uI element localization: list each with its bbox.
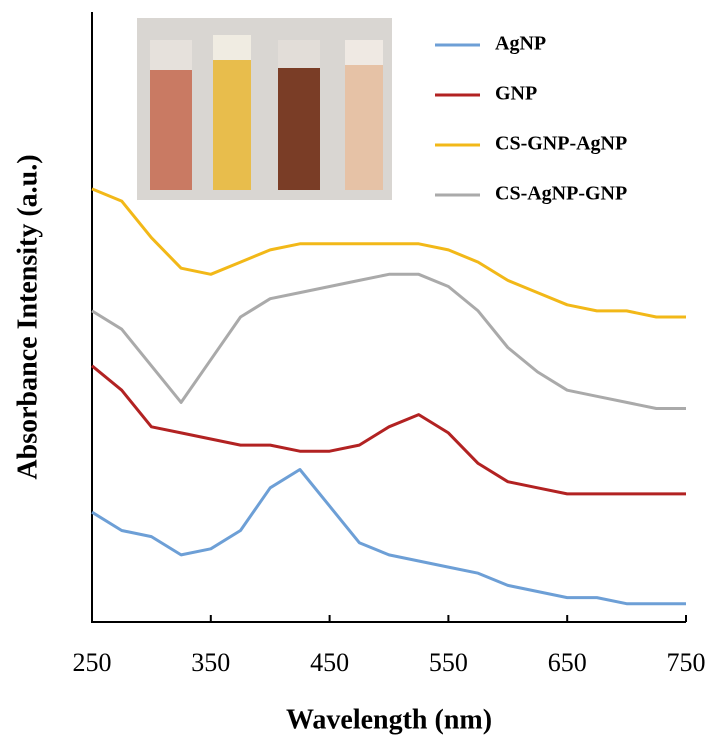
series-line: [91, 272, 686, 410]
series-line: [91, 364, 686, 496]
legend-label: CS-AgNP-GNP: [495, 183, 627, 205]
inset-photo: [137, 18, 392, 200]
x-axis-label: Wavelength (nm): [286, 704, 492, 735]
x-tick-label: 650: [548, 648, 587, 677]
series-line: [91, 468, 686, 606]
legend-label: GNP: [495, 83, 537, 105]
legend-label: CS-GNP-AgNP: [495, 133, 627, 155]
series-line: [91, 187, 686, 319]
x-tick-label: 750: [667, 648, 706, 677]
x-tick-label: 550: [429, 648, 468, 677]
x-tick-label: 350: [191, 648, 230, 677]
y-axis-label: Absorbance Intensity (a.u.): [12, 154, 43, 479]
x-tick-label: 450: [310, 648, 349, 677]
legend-label: AgNP: [495, 33, 546, 55]
x-tick-label: 250: [73, 648, 112, 677]
